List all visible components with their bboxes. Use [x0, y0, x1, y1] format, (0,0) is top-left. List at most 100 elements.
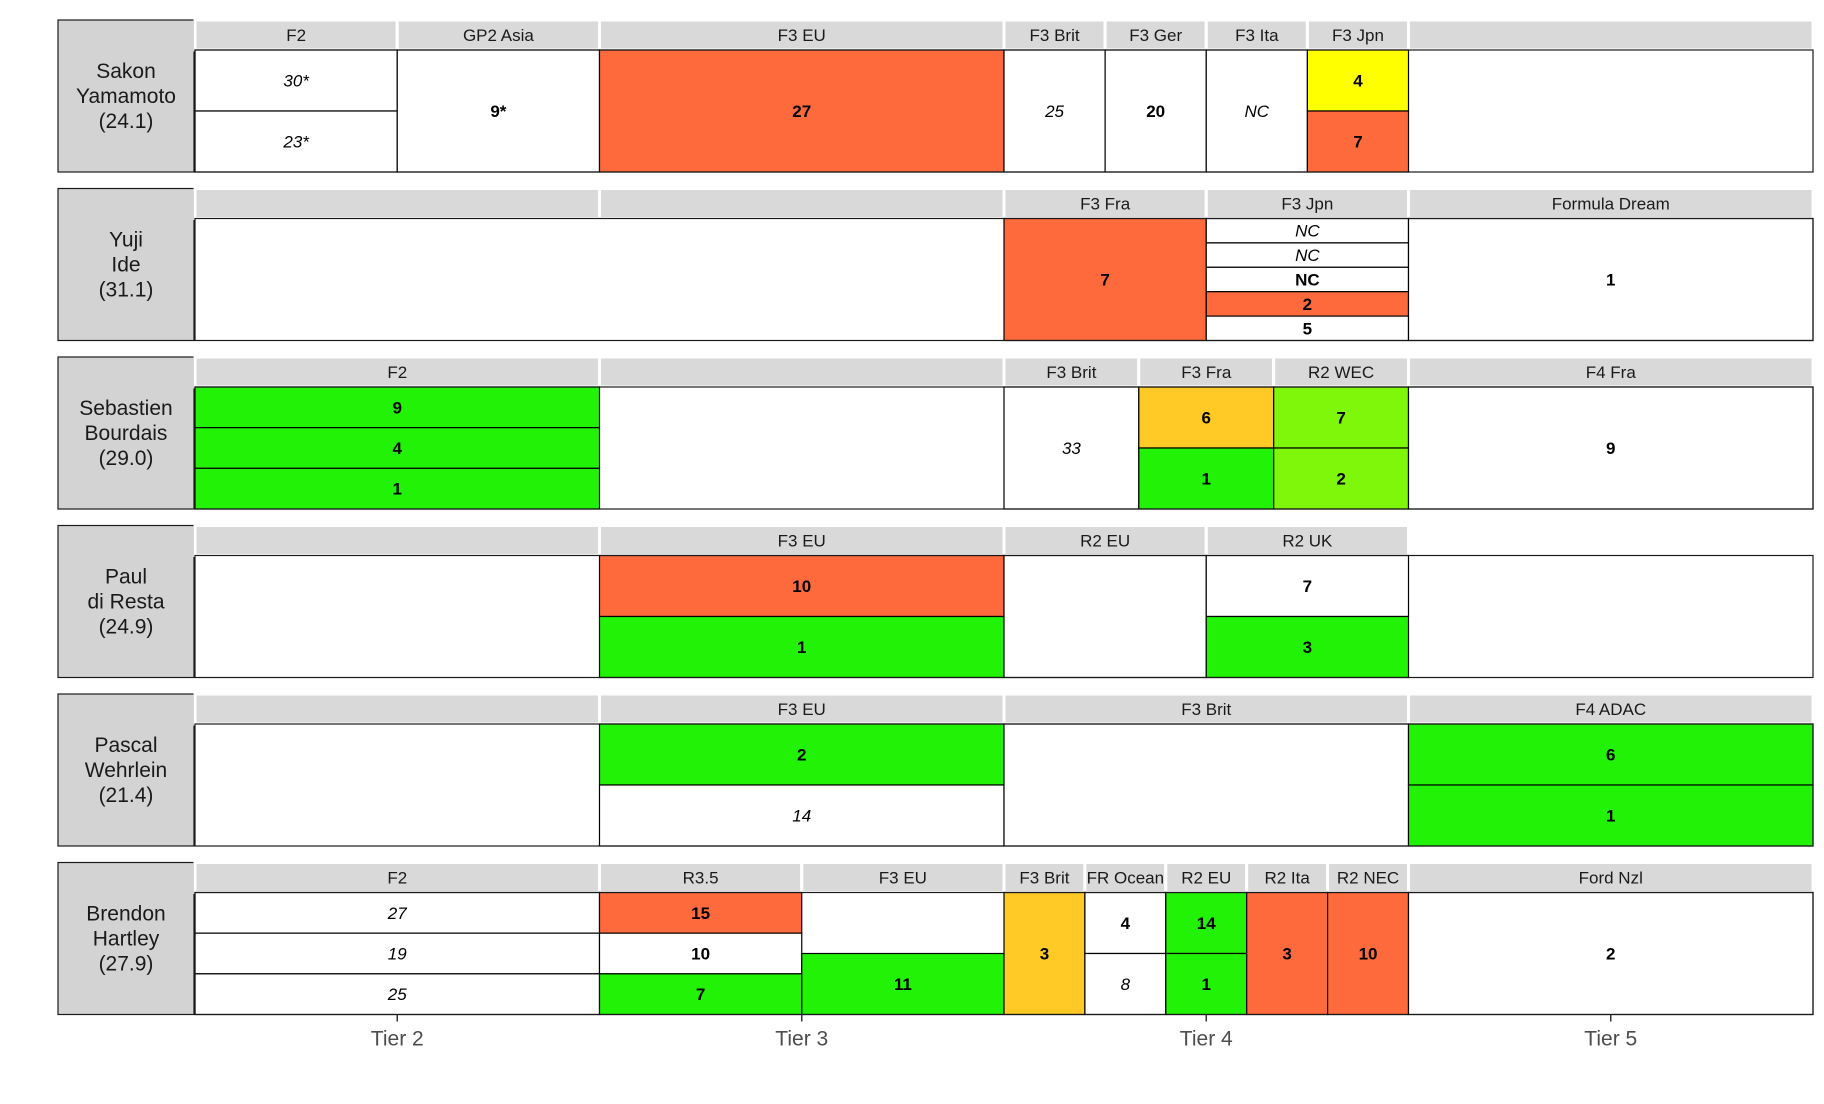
- result-cell: [1165, 952, 1248, 1016]
- driver-age: (24.9): [99, 616, 154, 639]
- result-value: 20: [1146, 102, 1165, 121]
- series-label: R2 EU: [1181, 869, 1231, 888]
- driver-first-name: Pascal: [94, 734, 157, 757]
- panel-border: [194, 723, 1814, 847]
- series-strip: [598, 355, 1006, 389]
- result-value: 25: [387, 985, 407, 1004]
- driver-first-name: Sakon: [96, 60, 156, 83]
- driver-age: (24.1): [99, 110, 154, 133]
- series-label: R2 EU: [1080, 532, 1130, 551]
- result-value: 9: [393, 398, 402, 417]
- driver-first-name: Paul: [105, 566, 147, 589]
- series-strip: [193, 524, 601, 557]
- result-value: 23*: [282, 133, 310, 152]
- result-cell: [598, 973, 803, 1016]
- result-cell: [194, 427, 601, 469]
- result-cell: [1205, 266, 1410, 293]
- result-cell: [1003, 554, 1207, 679]
- driver-first-name: Yuji: [109, 229, 143, 252]
- result-cell: [1205, 49, 1308, 173]
- result-value: 3: [1282, 945, 1291, 964]
- x-axis-tick-label: Tier 4: [1180, 1028, 1233, 1051]
- result-value: 10: [691, 945, 710, 964]
- series-label: R3.5: [683, 869, 719, 888]
- series-label: R2 WEC: [1308, 363, 1374, 382]
- result-value: NC: [1295, 246, 1320, 265]
- result-value: 3: [1040, 945, 1049, 964]
- series-strip: [1407, 18, 1815, 52]
- panel-border: [194, 49, 1814, 173]
- result-cell: [1306, 110, 1410, 173]
- result-cell: [1165, 891, 1248, 955]
- result-value: 1: [797, 638, 806, 657]
- result-value: 14: [1197, 914, 1216, 933]
- series-label: F3 Brit: [1030, 26, 1080, 45]
- result-cell: [598, 932, 803, 975]
- result-value: NC: [1295, 271, 1320, 290]
- series-label: F3 EU: [778, 26, 826, 45]
- result-value: 3: [1303, 638, 1312, 657]
- result-cell: [598, 49, 1005, 173]
- result-value: 1: [1202, 975, 1211, 994]
- driver-label-box: [57, 19, 195, 173]
- result-value: 1: [1606, 807, 1615, 826]
- result-value: 30*: [283, 72, 310, 91]
- driver-last-name: Ide: [111, 254, 140, 277]
- result-cell: [598, 554, 1005, 618]
- panel-border: [194, 891, 1814, 1016]
- series-strip: [193, 861, 601, 894]
- result-cell: [1138, 447, 1275, 510]
- series-label: F3 Fra: [1181, 363, 1232, 382]
- series-label: F3 Fra: [1080, 195, 1131, 214]
- result-value: 7: [696, 985, 705, 1004]
- series-label: F3 Brit: [1181, 700, 1231, 719]
- result-value: 27: [792, 102, 811, 121]
- series-label: F3 Jpn: [1332, 26, 1384, 45]
- series-label: F3 Brit: [1046, 363, 1096, 382]
- driver-label-box: [57, 187, 195, 342]
- driver-age: (29.0): [99, 447, 154, 470]
- result-cell: [1407, 217, 1814, 342]
- result-value: 14: [792, 807, 811, 826]
- series-strip: [193, 187, 601, 220]
- result-value: 2: [797, 746, 806, 765]
- series-label: Ford Nzl: [1579, 869, 1643, 888]
- result-cell: [1273, 447, 1410, 510]
- series-label: R2 UK: [1282, 532, 1333, 551]
- series-strip: [1305, 18, 1410, 52]
- result-value: 10: [792, 577, 811, 596]
- driver-last-name: Bourdais: [85, 422, 168, 445]
- driver-last-name: di Resta: [87, 591, 164, 614]
- series-label: F3 EU: [778, 700, 826, 719]
- series-label: F3 EU: [778, 532, 826, 551]
- result-value: 6: [1202, 409, 1211, 428]
- result-cell: [598, 723, 1005, 786]
- result-value: 8: [1121, 975, 1131, 994]
- result-cell: [1205, 615, 1410, 679]
- series-strip: [1407, 861, 1815, 894]
- series-strip: [1002, 861, 1087, 894]
- series-label: F3 Brit: [1019, 869, 1069, 888]
- result-cell: [1407, 723, 1814, 786]
- result-cell: [1003, 891, 1086, 1016]
- series-strip: [1245, 861, 1330, 894]
- result-value: NC: [1245, 102, 1270, 121]
- driver-age: (27.9): [99, 953, 154, 976]
- driver-label-box: [57, 693, 195, 847]
- result-value: 7: [1303, 577, 1312, 596]
- result-cell: [1205, 242, 1410, 268]
- series-label: FR Ocean: [1087, 869, 1164, 888]
- result-cell: [1003, 723, 1410, 847]
- series-label: GP2 Asia: [463, 26, 534, 45]
- result-value: 2: [1336, 470, 1345, 489]
- result-cell: [598, 615, 1005, 679]
- driver-age: (31.1): [99, 279, 154, 302]
- result-value: 9: [1606, 439, 1615, 458]
- series-strip: [1204, 524, 1410, 557]
